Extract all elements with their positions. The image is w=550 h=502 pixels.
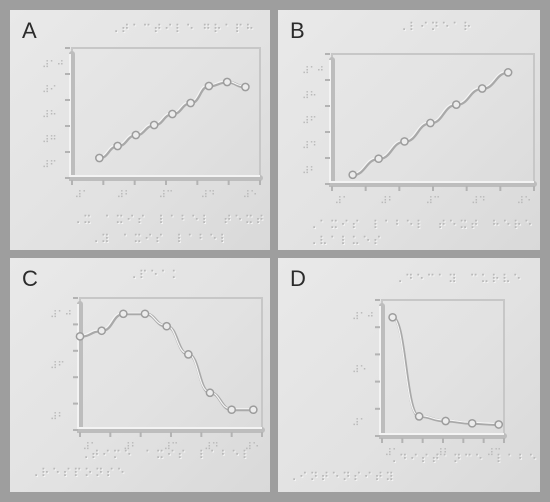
x-tick-label: ⠼⠁ xyxy=(385,448,400,459)
y-tick-label: ⠼⠃ xyxy=(302,166,317,177)
tactile-graph: ⠼⠁⠚ ⠼⠋ ⠼⠃ ⠼⠁ ⠼⠃ ⠼⠉ ⠼⠙ ⠼⠑ xyxy=(50,297,265,453)
tactile-graph: ⠼⠁⠚ ⠼⠓ ⠼⠋ ⠼⠙ ⠼⠃ ⠼⠁ ⠼⠃ ⠼⠉ ⠼⠙ ⠼⠑ xyxy=(302,53,537,207)
axis-highlight xyxy=(77,304,262,429)
data-point xyxy=(113,141,122,151)
y-tick-label: ⠼⠁⠚ xyxy=(42,60,64,71)
data-point xyxy=(204,81,214,91)
data-curve-highlight xyxy=(391,315,498,425)
data-point xyxy=(248,405,258,415)
data-point xyxy=(467,418,477,428)
data-point xyxy=(118,309,128,319)
x-tick-label: ⠼⠃ xyxy=(117,190,132,201)
braille-caption: ⠠⠧⠁⠇⠥⠑⠎ xyxy=(308,234,384,248)
y-tick-label: ⠼⠙ xyxy=(302,141,317,152)
braille-caption: ⠠⠁⠭⠊⠎⠀⠇⠁⠃⠑⠇⠀⠞⠑⠭⠞⠀⠓⠑⠗⠑ xyxy=(308,218,535,232)
data-point xyxy=(162,321,172,331)
data-point xyxy=(494,420,504,429)
data-point xyxy=(97,326,107,336)
braille-caption: ⠠⠞⠊⠍⠑⠀⠁⠭⠊⠎⠀⠇⠁⠃⠑⠇ xyxy=(80,448,253,462)
axis-highlight xyxy=(69,54,260,177)
x-tick-label: ⠼⠉ xyxy=(487,448,502,459)
braille-title: ⠠⠏⠑⠁⠅ xyxy=(128,268,182,282)
data-point xyxy=(348,170,358,180)
data-point xyxy=(503,68,513,77)
x-tick-label: ⠼⠑ xyxy=(245,442,260,453)
data-point xyxy=(149,120,159,130)
x-tick-label: ⠼⠉ xyxy=(426,196,441,207)
panel-c: C ⠠⠏⠑⠁⠅ ⠼⠁⠚ ⠼⠋ ⠼⠃ ⠼⠁ ⠼⠃ ⠼⠉ ⠼⠙ ⠼⠑ ⠠⠞⠊⠍⠑⠀⠁⠭⠊⠎⠀⠇⠁⠃… xyxy=(10,258,270,492)
data-point xyxy=(451,100,461,109)
axis-line xyxy=(379,303,507,439)
data-point xyxy=(426,118,435,128)
data-point xyxy=(75,332,85,341)
y-tick-label: ⠼⠋ xyxy=(50,361,65,372)
data-point xyxy=(227,405,237,415)
y-tick-label: ⠼⠃ xyxy=(50,412,65,423)
y-tick-label: ⠼⠁⠚ xyxy=(302,66,324,77)
tactile-graph: ⠼⠁⠚ ⠼⠑ ⠼⠁ ⠼⠁ ⠼⠃ ⠼⠉ xyxy=(352,299,507,459)
data-point xyxy=(388,312,397,322)
y-tick-label: ⠼⠓ xyxy=(42,110,57,121)
y-tick-label: ⠼⠓ xyxy=(302,91,317,102)
x-tick-label: ⠼⠃ xyxy=(436,448,451,459)
braille-title: ⠠⠞⠁⠉⠞⠊⠇⠑ ⠛⠗⠁⠏⠓ xyxy=(110,22,257,36)
y-tick-label: ⠼⠁⠚ xyxy=(50,310,72,321)
x-tick-label: ⠼⠃ xyxy=(380,196,395,207)
x-tick-label: ⠼⠑ xyxy=(243,190,258,201)
data-point xyxy=(183,350,193,359)
data-point xyxy=(131,130,141,140)
data-curve xyxy=(391,315,501,426)
axis-line xyxy=(77,301,265,433)
y-tick-label: ⠼⠋ xyxy=(42,160,57,171)
panel-label: C xyxy=(22,266,38,291)
data-point xyxy=(168,109,177,119)
panel-label: B xyxy=(290,18,305,43)
x-tick-label: ⠼⠑ xyxy=(517,196,532,207)
data-point xyxy=(441,416,451,426)
data-point xyxy=(205,388,215,398)
axis-line xyxy=(329,57,537,187)
panel-a: A ⠠⠞⠁⠉⠞⠊⠇⠑ ⠛⠗⠁⠏⠓ ⠼⠁⠚ ⠼⠊ ⠼⠓ ⠼⠛ ⠼⠋ ⠼⠁ ⠼⠃ ⠼⠉ ⠼⠙ ⠼⠑ ⠠… xyxy=(10,10,270,250)
data-point xyxy=(186,98,195,108)
panel-d: D ⠠⠙⠑⠉⠁⠽⠀⠉⠥⠗⠧⠑ ⠼⠁⠚ ⠼⠑ ⠼⠁ ⠼⠁ ⠼⠃ ⠼⠉ ⠠⠙⠊⠎⠞⠁⠝⠉⠑⠀⠇… xyxy=(278,258,540,492)
data-point xyxy=(241,82,250,92)
data-point xyxy=(400,137,409,146)
panel-b: B ⠠⠇⠊⠝⠑⠁⠗ ⠼⠁⠚ ⠼⠓ ⠼⠋ ⠼⠙ ⠼⠃ ⠼⠁ ⠼⠃ ⠼⠉ ⠼⠙ ⠼⠑ ⠠⠁⠭⠊⠎⠀⠇⠁… xyxy=(278,10,540,250)
panel-label: A xyxy=(22,18,37,43)
x-tick-label: ⠼⠙ xyxy=(471,196,486,207)
braille-caption: ⠠⠽⠀⠁⠭⠊⠎⠀⠇⠁⠃⠑⠇ xyxy=(90,232,231,246)
x-tick-label: ⠼⠙ xyxy=(201,190,216,201)
y-tick-label: ⠼⠊ xyxy=(42,85,57,96)
x-tick-label: ⠼⠉ xyxy=(164,442,179,453)
axis-highlight xyxy=(379,306,504,435)
y-tick-label: ⠼⠛ xyxy=(42,135,57,146)
data-point xyxy=(140,309,150,319)
axis-line xyxy=(69,51,263,181)
axis-highlight xyxy=(329,60,534,183)
data-point xyxy=(477,84,487,93)
x-tick-label: ⠼⠁ xyxy=(83,442,98,453)
x-tick-label: ⠼⠙ xyxy=(204,442,219,453)
y-tick-label: ⠼⠑ xyxy=(352,365,367,376)
x-tick-label: ⠼⠉ xyxy=(159,190,174,201)
data-point xyxy=(414,412,424,421)
tactile-graph: ⠼⠁⠚ ⠼⠊ ⠼⠓ ⠼⠛ ⠼⠋ ⠼⠁ ⠼⠃ ⠼⠉ ⠼⠙ ⠼⠑ xyxy=(42,47,263,201)
y-tick-label: ⠼⠁ xyxy=(352,418,367,429)
x-tick-label: ⠼⠁ xyxy=(75,190,90,201)
data-point xyxy=(95,153,104,163)
data-point xyxy=(222,77,232,87)
y-tick-label: ⠼⠁⠚ xyxy=(352,312,374,323)
braille-caption: ⠠⠊⠝⠞⠑⠝⠎⠊⠞⠽ xyxy=(288,470,396,484)
y-tick-label: ⠼⠋ xyxy=(302,116,317,127)
braille-caption: ⠠⠙⠊⠎⠞⠁⠝⠉⠑⠀⠇⠁⠃⠑⠇ xyxy=(388,452,540,466)
braille-title: ⠠⠙⠑⠉⠁⠽⠀⠉⠥⠗⠧⠑ xyxy=(394,272,524,286)
braille-title: ⠠⠇⠊⠝⠑⠁⠗ xyxy=(398,20,474,34)
data-point xyxy=(374,154,383,164)
x-tick-label: ⠼⠃ xyxy=(123,442,138,453)
braille-caption: ⠠⠭⠀⠁⠭⠊⠎⠀⠇⠁⠃⠑⠇⠀⠞⠑⠭⠞⠀⠓⠑⠗⠑ xyxy=(72,213,270,227)
panel-label: D xyxy=(290,266,306,291)
x-tick-label: ⠼⠁ xyxy=(335,196,350,207)
plot-frame xyxy=(381,299,505,437)
braille-caption: ⠠⠗⠑⠎⠏⠕⠝⠎⠑ xyxy=(30,466,128,480)
